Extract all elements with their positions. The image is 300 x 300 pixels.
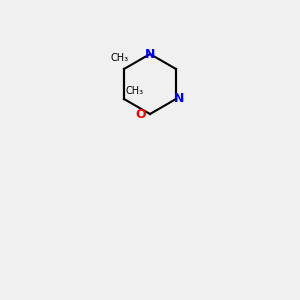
Text: CH₃: CH₃ (125, 86, 144, 96)
Text: CH₃: CH₃ (110, 53, 129, 63)
Text: O: O (136, 107, 146, 121)
Text: N: N (174, 92, 184, 106)
Text: N: N (145, 47, 155, 61)
